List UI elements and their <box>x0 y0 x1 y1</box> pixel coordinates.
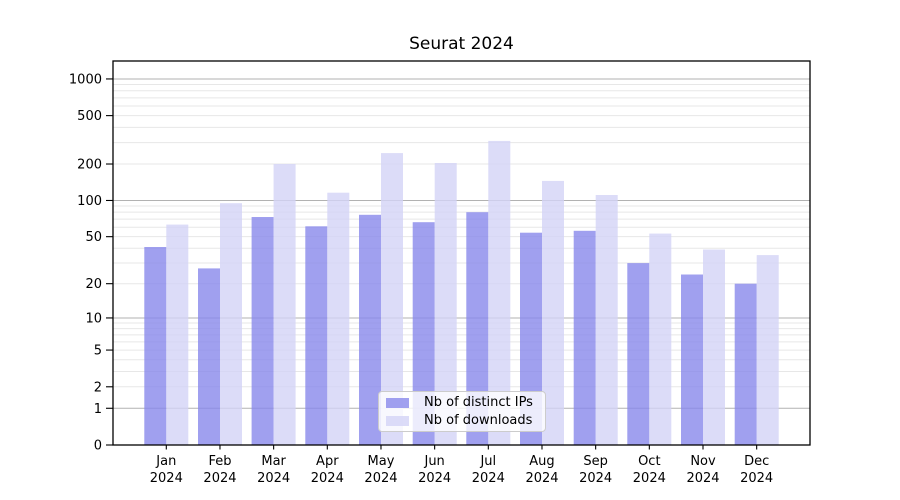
bar-series-1-month-5 <box>434 163 457 445</box>
bar-series-0-month-5 <box>412 222 435 445</box>
y-tick-label: 1 <box>94 402 102 417</box>
chart-title: Seurat 2024 <box>409 34 514 54</box>
bar-series-1-month-0 <box>166 224 189 445</box>
legend: Nb of distinct IPs Nb of downloads <box>378 391 546 432</box>
x-tick-label-month: May <box>368 454 395 469</box>
bar-series-1-month-10 <box>703 249 725 445</box>
y-tick-label: 2 <box>94 380 102 395</box>
bar-series-1-month-3 <box>327 192 350 445</box>
x-tick-label-year: 2024 <box>579 471 612 486</box>
x-tick-label-month: Apr <box>316 454 339 469</box>
x-tick-label-year: 2024 <box>472 471 505 486</box>
bar-series-1-month-9 <box>649 233 672 445</box>
x-tick-label-month: Oct <box>638 454 660 469</box>
y-tick-label: 20 <box>85 277 102 292</box>
legend-label-distinct-ips: Nb of distinct IPs <box>424 395 533 410</box>
bar-series-0-month-8 <box>573 230 596 445</box>
y-tick-label: 100 <box>77 194 102 209</box>
bar-series-0-month-10 <box>681 274 703 445</box>
x-tick-label-month: Feb <box>208 454 231 469</box>
x-tick-label-month: Mar <box>261 454 286 469</box>
bar-series-1-month-7 <box>542 180 564 445</box>
x-tick-label-month: Jul <box>479 454 496 469</box>
bar-series-1-month-2 <box>273 164 296 445</box>
bar-series-0-month-6 <box>466 212 489 445</box>
x-tick-label-year: 2024 <box>740 471 773 486</box>
x-tick-label-year: 2024 <box>525 471 558 486</box>
y-tick-label: 1000 <box>69 72 102 87</box>
y-tick-label: 5 <box>94 344 102 359</box>
legend-item-downloads: Nb of downloads <box>386 413 545 428</box>
y-tick-label: 0 <box>94 439 102 454</box>
y-tick-label: 500 <box>77 109 102 124</box>
x-tick-label-year: 2024 <box>633 471 666 486</box>
x-tick-label-month: Jun <box>423 454 444 469</box>
x-tick-label-year: 2024 <box>364 471 397 486</box>
x-tick-label-month: Nov <box>690 454 716 469</box>
x-tick-label-year: 2024 <box>203 471 236 486</box>
bar-series-0-month-3 <box>305 226 328 445</box>
legend-label-downloads: Nb of downloads <box>424 413 533 428</box>
x-tick-label-year: 2024 <box>418 471 451 486</box>
x-axis: Jan 2024 Feb 2024 Mar 2024 Apr 2024 May 2024 Jun 20… <box>150 445 773 486</box>
bar-series-1-month-11 <box>756 255 779 445</box>
bar-series-0-month-1 <box>198 268 220 445</box>
x-tick-label-year: 2024 <box>257 471 290 486</box>
y-tick-label: 50 <box>85 230 102 245</box>
x-tick-label-year: 2024 <box>686 471 719 486</box>
x-tick-label-year: 2024 <box>311 471 344 486</box>
x-tick-label-month: Aug <box>529 454 554 469</box>
bar-series-1-month-4 <box>381 153 403 445</box>
legend-swatch-distinct-ips <box>386 397 409 408</box>
x-tick-label-month: Jan <box>155 454 176 469</box>
bar-series-1-month-8 <box>595 195 618 445</box>
legend-item-distinct-ips: Nb of distinct IPs <box>386 395 545 410</box>
y-tick-label: 10 <box>85 311 102 326</box>
bar-series-0-month-4 <box>359 214 381 445</box>
x-tick-label-month: Dec <box>744 454 769 469</box>
bar-series-1-month-6 <box>488 140 511 445</box>
bars-series-1 <box>166 140 779 445</box>
x-tick-label-year: 2024 <box>150 471 183 486</box>
bar-series-0-month-9 <box>627 263 650 445</box>
plot-border <box>112 60 811 446</box>
x-tick-label-month: Sep <box>583 454 608 469</box>
y-tick-label: 200 <box>77 158 102 173</box>
bar-series-1-month-1 <box>220 203 242 445</box>
bar-series-0-month-0 <box>144 247 167 445</box>
bar-series-0-month-11 <box>734 283 757 445</box>
legend-swatch-downloads <box>386 415 409 426</box>
bar-series-0-month-2 <box>251 217 274 445</box>
y-axis: 0 1 2 5 10 20 50 100 200 500 1000 <box>69 72 113 454</box>
